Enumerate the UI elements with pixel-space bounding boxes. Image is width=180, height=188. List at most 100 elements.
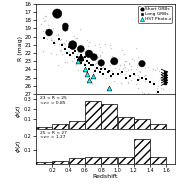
Point [112,72,115,75]
Point [80,45,83,48]
Point [40,23,42,26]
Point [110,74,112,77]
Point [56,63,59,66]
Point [75,47,78,50]
Point [64,60,67,63]
Point [63,47,66,50]
Point [42,20,45,23]
Point [102,59,105,62]
Point [135,83,138,86]
Point [143,74,146,77]
Point [68,49,71,52]
Point [79,53,82,56]
Point [73,35,76,38]
Point [137,86,140,89]
Point [123,72,126,75]
Point [138,77,141,80]
Point [120,70,123,74]
Point [161,81,164,84]
Point [56,12,59,15]
Bar [134,139,150,164]
Point [79,57,82,60]
Point [87,68,90,71]
Point [60,53,63,56]
Point [86,52,88,55]
Point [74,63,77,66]
Point [66,52,68,55]
Point [137,76,140,79]
Point [82,58,85,61]
Point [161,87,164,90]
Point [51,38,53,41]
Point [127,61,130,64]
Point [108,87,111,90]
Point [84,68,86,71]
Point [77,46,80,49]
Point [101,72,104,75]
Point [100,50,103,53]
Point [86,72,89,75]
Point [95,55,98,58]
Bar [118,117,134,129]
Point [58,43,61,46]
Point [113,59,116,62]
Point [113,67,116,70]
Point [152,67,155,70]
Bar [52,161,68,164]
Point [101,66,104,69]
Point [160,75,163,78]
Point [92,64,94,67]
Point [137,55,140,58]
Point [53,41,56,44]
Y-axis label: $\phi(z)$: $\phi(z)$ [14,139,23,153]
Point [95,59,98,62]
Point [123,65,126,68]
Point [134,46,137,49]
Point [96,66,99,69]
Point [77,50,80,53]
Point [87,61,90,64]
Point [77,58,80,61]
Point [152,82,154,85]
Bar [101,104,117,129]
Point [67,46,70,49]
Point [78,45,81,49]
Point [143,66,146,69]
Point [93,70,96,73]
Point [42,49,44,52]
Point [151,81,154,84]
Point [104,68,107,71]
Point [145,78,147,81]
Point [53,16,56,19]
Point [55,33,58,36]
Bar [134,119,150,129]
Point [97,60,100,63]
Point [125,59,128,62]
Point [84,64,86,67]
Point [130,58,133,61]
Legend: Short GRBs, Long GRBs, HST Photo-z: Short GRBs, Long GRBs, HST Photo-z [138,6,172,23]
Point [149,80,152,83]
Point [147,80,150,83]
Point [75,52,78,55]
Point [138,77,141,80]
Point [56,32,59,35]
Point [52,26,55,29]
Point [44,18,47,21]
Point [53,42,55,45]
Point [46,37,49,40]
Point [93,56,95,59]
Point [94,43,97,46]
Bar [85,157,101,164]
Point [64,39,67,42]
Point [112,79,115,82]
Point [67,53,70,56]
Point [50,38,53,41]
Point [124,60,127,63]
Point [143,79,146,82]
Point [147,91,150,94]
Point [116,72,119,75]
Point [71,59,74,62]
Point [75,56,78,59]
Point [50,51,53,54]
